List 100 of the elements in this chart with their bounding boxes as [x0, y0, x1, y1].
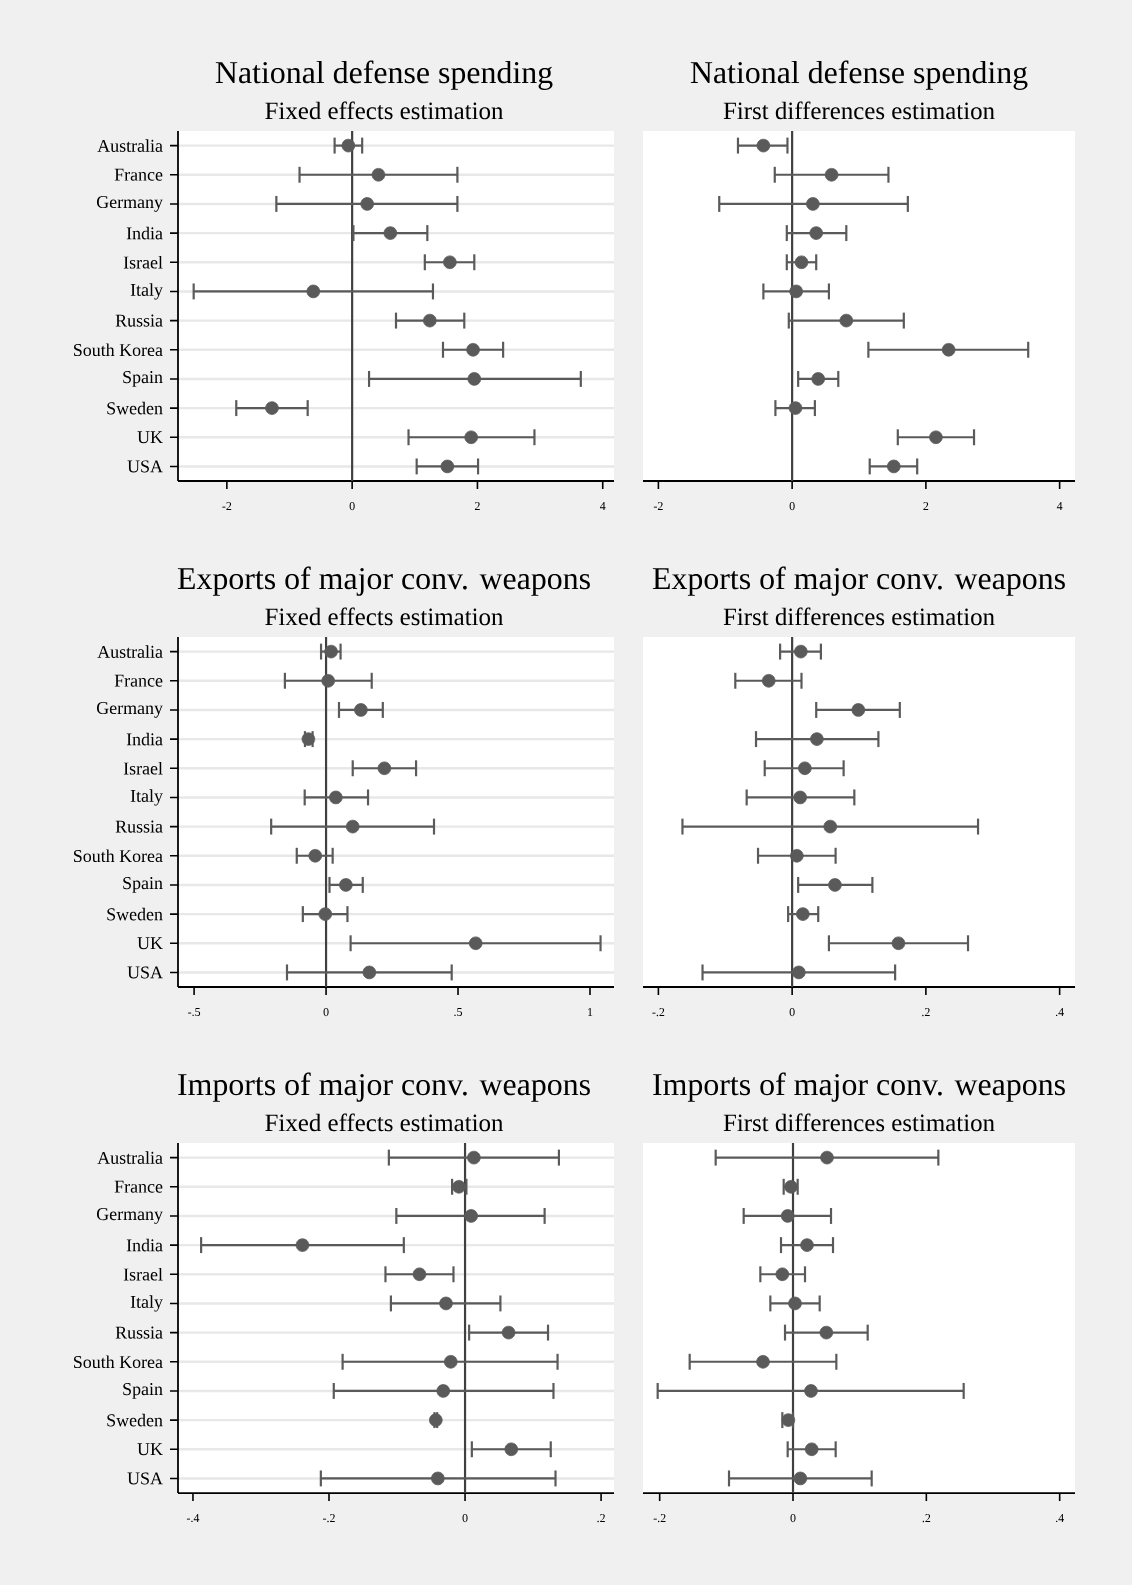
y-tick-label: South Korea [74, 1355, 163, 1369]
point [891, 936, 906, 951]
chart-title: Imports of major conv. weapons [178, 1072, 590, 1102]
point [794, 255, 809, 270]
chart-title: National defense spending [690, 60, 1028, 90]
point [820, 1150, 834, 1165]
y-tick-label: Germany [96, 1208, 163, 1224]
x-tick-label: 0 [790, 1514, 796, 1523]
point [308, 848, 323, 863]
point [796, 907, 810, 921]
y-tick-label: Italy [130, 283, 163, 300]
x-tick-label: .4 [1055, 1514, 1064, 1523]
y-tick-label: Russia [115, 314, 163, 327]
point [792, 965, 806, 980]
point [429, 1413, 443, 1427]
point [501, 1325, 516, 1340]
point [839, 313, 854, 328]
point [354, 703, 368, 717]
y-tick-label: Sweden [107, 401, 163, 415]
point [318, 907, 333, 921]
x-tick-label: 2 [923, 502, 929, 510]
point [439, 1296, 453, 1311]
point [371, 167, 386, 182]
point [810, 732, 824, 746]
x-tick-label: -2 [653, 502, 663, 510]
y-tick-label: India [126, 732, 163, 746]
x-tick-label: 0 [789, 1008, 795, 1017]
y-tick-label: Israel [123, 1267, 163, 1281]
x-tick-label: 4 [599, 502, 606, 510]
y-tick-label: UK [137, 1443, 163, 1456]
y-tick-label: France [114, 1180, 163, 1193]
point [383, 226, 398, 240]
point [828, 878, 842, 892]
point [467, 372, 482, 386]
y-tick-label: Italy [130, 789, 163, 806]
x-tick-label: .5 [454, 1008, 463, 1017]
point [811, 372, 825, 386]
chart-title: Exports of major conv. weapons [652, 566, 1065, 596]
point [362, 965, 377, 980]
y-tick-label: Spain [123, 371, 163, 387]
point [788, 1296, 802, 1311]
chart-subtitle: Fixed effects estimation [265, 607, 504, 626]
y-tick-label: India [126, 226, 163, 240]
point [341, 138, 356, 153]
point [823, 819, 838, 834]
y-tick-label: UK [137, 431, 163, 444]
point [306, 284, 321, 299]
point [941, 342, 956, 357]
x-tick-label: -.2 [652, 1008, 665, 1017]
point [793, 1471, 808, 1486]
y-tick-label: Israel [123, 761, 163, 775]
point [806, 197, 820, 211]
point [789, 284, 803, 299]
point [775, 1267, 790, 1282]
point [809, 226, 823, 240]
point [819, 1325, 834, 1340]
y-tick-label: Spain [123, 1383, 163, 1399]
point [265, 401, 279, 415]
y-tick-label: Spain [123, 877, 163, 893]
y-tick-label: South Korea [74, 849, 163, 863]
point [295, 1238, 310, 1252]
point [443, 1355, 458, 1369]
point [412, 1267, 427, 1282]
chart-subtitle: First differences estimation [723, 101, 995, 120]
y-tick-label: USA [127, 966, 163, 979]
point [780, 1209, 795, 1223]
point [339, 878, 353, 892]
y-tick-label: USA [127, 1472, 163, 1485]
point [468, 936, 483, 951]
x-tick-label: 0 [789, 502, 795, 511]
chart-subtitle: Fixed effects estimation [265, 101, 504, 120]
x-tick-label: 0 [462, 1514, 468, 1523]
y-tick-label: Australia [97, 645, 163, 658]
x-tick-label: 0 [349, 502, 355, 511]
chart-subtitle: Fixed effects estimation [265, 1113, 504, 1132]
x-tick-label: 2 [474, 502, 480, 510]
point [793, 790, 807, 805]
point [324, 644, 338, 659]
x-tick-label: 0 [323, 1008, 329, 1017]
y-tick-label: Australia [97, 139, 163, 152]
x-tick-label: -.2 [653, 1514, 666, 1523]
x-tick-label: 4 [1056, 502, 1063, 510]
y-tick-label: Russia [115, 1326, 163, 1339]
y-tick-label: Russia [115, 820, 163, 833]
x-tick-label: .2 [922, 1514, 931, 1523]
chart-title: National defense spending [215, 60, 553, 90]
point [929, 430, 943, 445]
y-tick-label: France [114, 674, 163, 687]
chart-subtitle: First differences estimation [723, 607, 995, 626]
y-tick-label: Australia [97, 1151, 163, 1164]
point [756, 138, 771, 153]
y-tick-label: South Korea [74, 343, 163, 357]
point [321, 673, 335, 688]
point [851, 703, 866, 717]
point [431, 1471, 445, 1486]
y-tick-label: India [126, 1238, 163, 1252]
y-tick-label: Israel [123, 255, 163, 269]
point [504, 1442, 519, 1457]
point [887, 459, 901, 474]
point [756, 1355, 770, 1369]
